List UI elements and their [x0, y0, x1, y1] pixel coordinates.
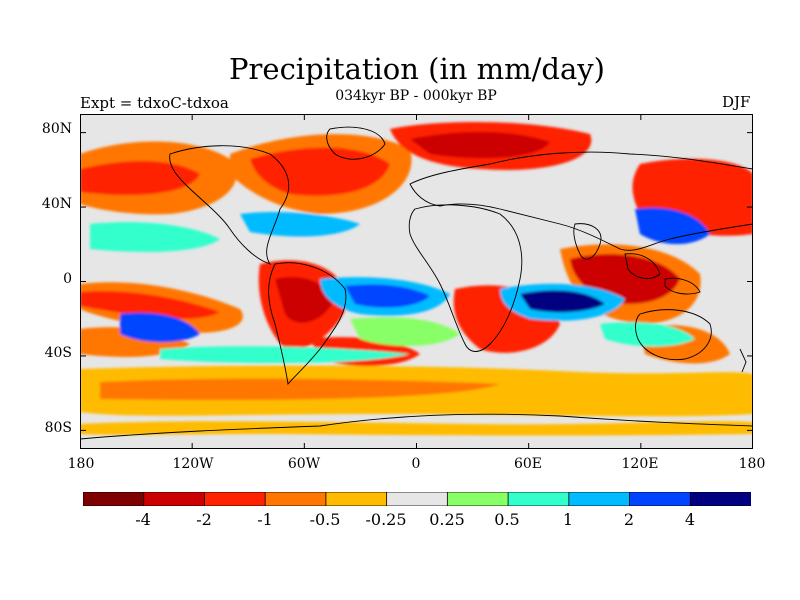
lon-label-120e: 120E [621, 456, 659, 472]
anomaly-antarctic-edge [80, 421, 753, 436]
anomaly-tropical-atlantic-wet-core [345, 284, 430, 308]
anomaly-arctic-europe-core [410, 131, 550, 159]
experiment-label: Expt = tdxoC-tdxoa [80, 94, 229, 112]
lon-label-0: 0 [411, 456, 421, 472]
lon-label-180e: 180 [738, 456, 766, 472]
lon-label-60w: 60W [287, 456, 321, 472]
lat-label-40s: 40S [44, 345, 72, 361]
colorbar-label: -2 [196, 510, 212, 529]
plot-title: Precipitation (in mm/day) [229, 52, 605, 86]
anomaly-southern-wet-band [160, 346, 410, 364]
colorbar-swatch [143, 492, 206, 506]
lat-label-80n: 80N [41, 121, 72, 137]
map-ticks [80, 114, 753, 449]
anomaly-south-atlantic-wet [350, 317, 460, 346]
lon-label-120w: 120W [172, 456, 214, 472]
anomaly-field [80, 122, 753, 436]
anomaly-western-pacific-wet [635, 207, 710, 245]
anomaly-amazon-core [275, 276, 332, 323]
anomaly-tropical-pacific-core [80, 291, 220, 319]
lat-label-40n: 40N [41, 196, 72, 212]
colorbar-swatch [386, 492, 449, 506]
season-label: DJF [722, 93, 751, 111]
colorbar-swatch [446, 492, 509, 506]
anomaly-southern-band-core [100, 378, 500, 401]
colorbar-swatch [325, 492, 388, 506]
colorbar-label: 0.25 [429, 510, 465, 529]
colorbar-swatch [568, 492, 631, 506]
anomaly-indian-ocean-core [520, 290, 605, 313]
colorbar-swatch [507, 492, 570, 506]
colorbar-label: 1 [562, 510, 574, 529]
lon-label-180w: 180 [67, 456, 95, 472]
colorbar-label: -0.5 [309, 510, 341, 529]
colorbar-label: 0.5 [494, 510, 520, 529]
colorbar-swatch [689, 492, 751, 506]
anomaly-southwest-pacific-wet [600, 322, 695, 347]
colorbar-label: 4 [684, 510, 696, 529]
anomaly-north-america-wet [90, 222, 220, 252]
colorbar-swatch [629, 492, 691, 506]
coastlines [80, 126, 753, 440]
colorbar [83, 492, 751, 506]
anomaly-subtropical-atlantic-wet [240, 212, 360, 237]
colorbar-label: -4 [135, 510, 151, 529]
colorbar-swatch [204, 492, 266, 506]
plot-subtitle: 034kyr BP - 000kyr BP [335, 88, 497, 104]
lat-label-0: 0 [63, 271, 72, 287]
colorbar-label: 2 [623, 510, 635, 529]
anomaly-north-pacific-core [80, 160, 200, 195]
colorbar-swatch [264, 492, 327, 506]
lon-label-60e: 60E [513, 456, 543, 472]
colorbar-label: -0.25 [365, 510, 407, 529]
lat-label-80s: 80S [44, 420, 72, 436]
anomaly-south-pacific-wet [120, 312, 200, 343]
precipitation-map [80, 114, 753, 449]
colorbar-swatch [83, 492, 145, 506]
colorbar-label: -1 [257, 510, 273, 529]
